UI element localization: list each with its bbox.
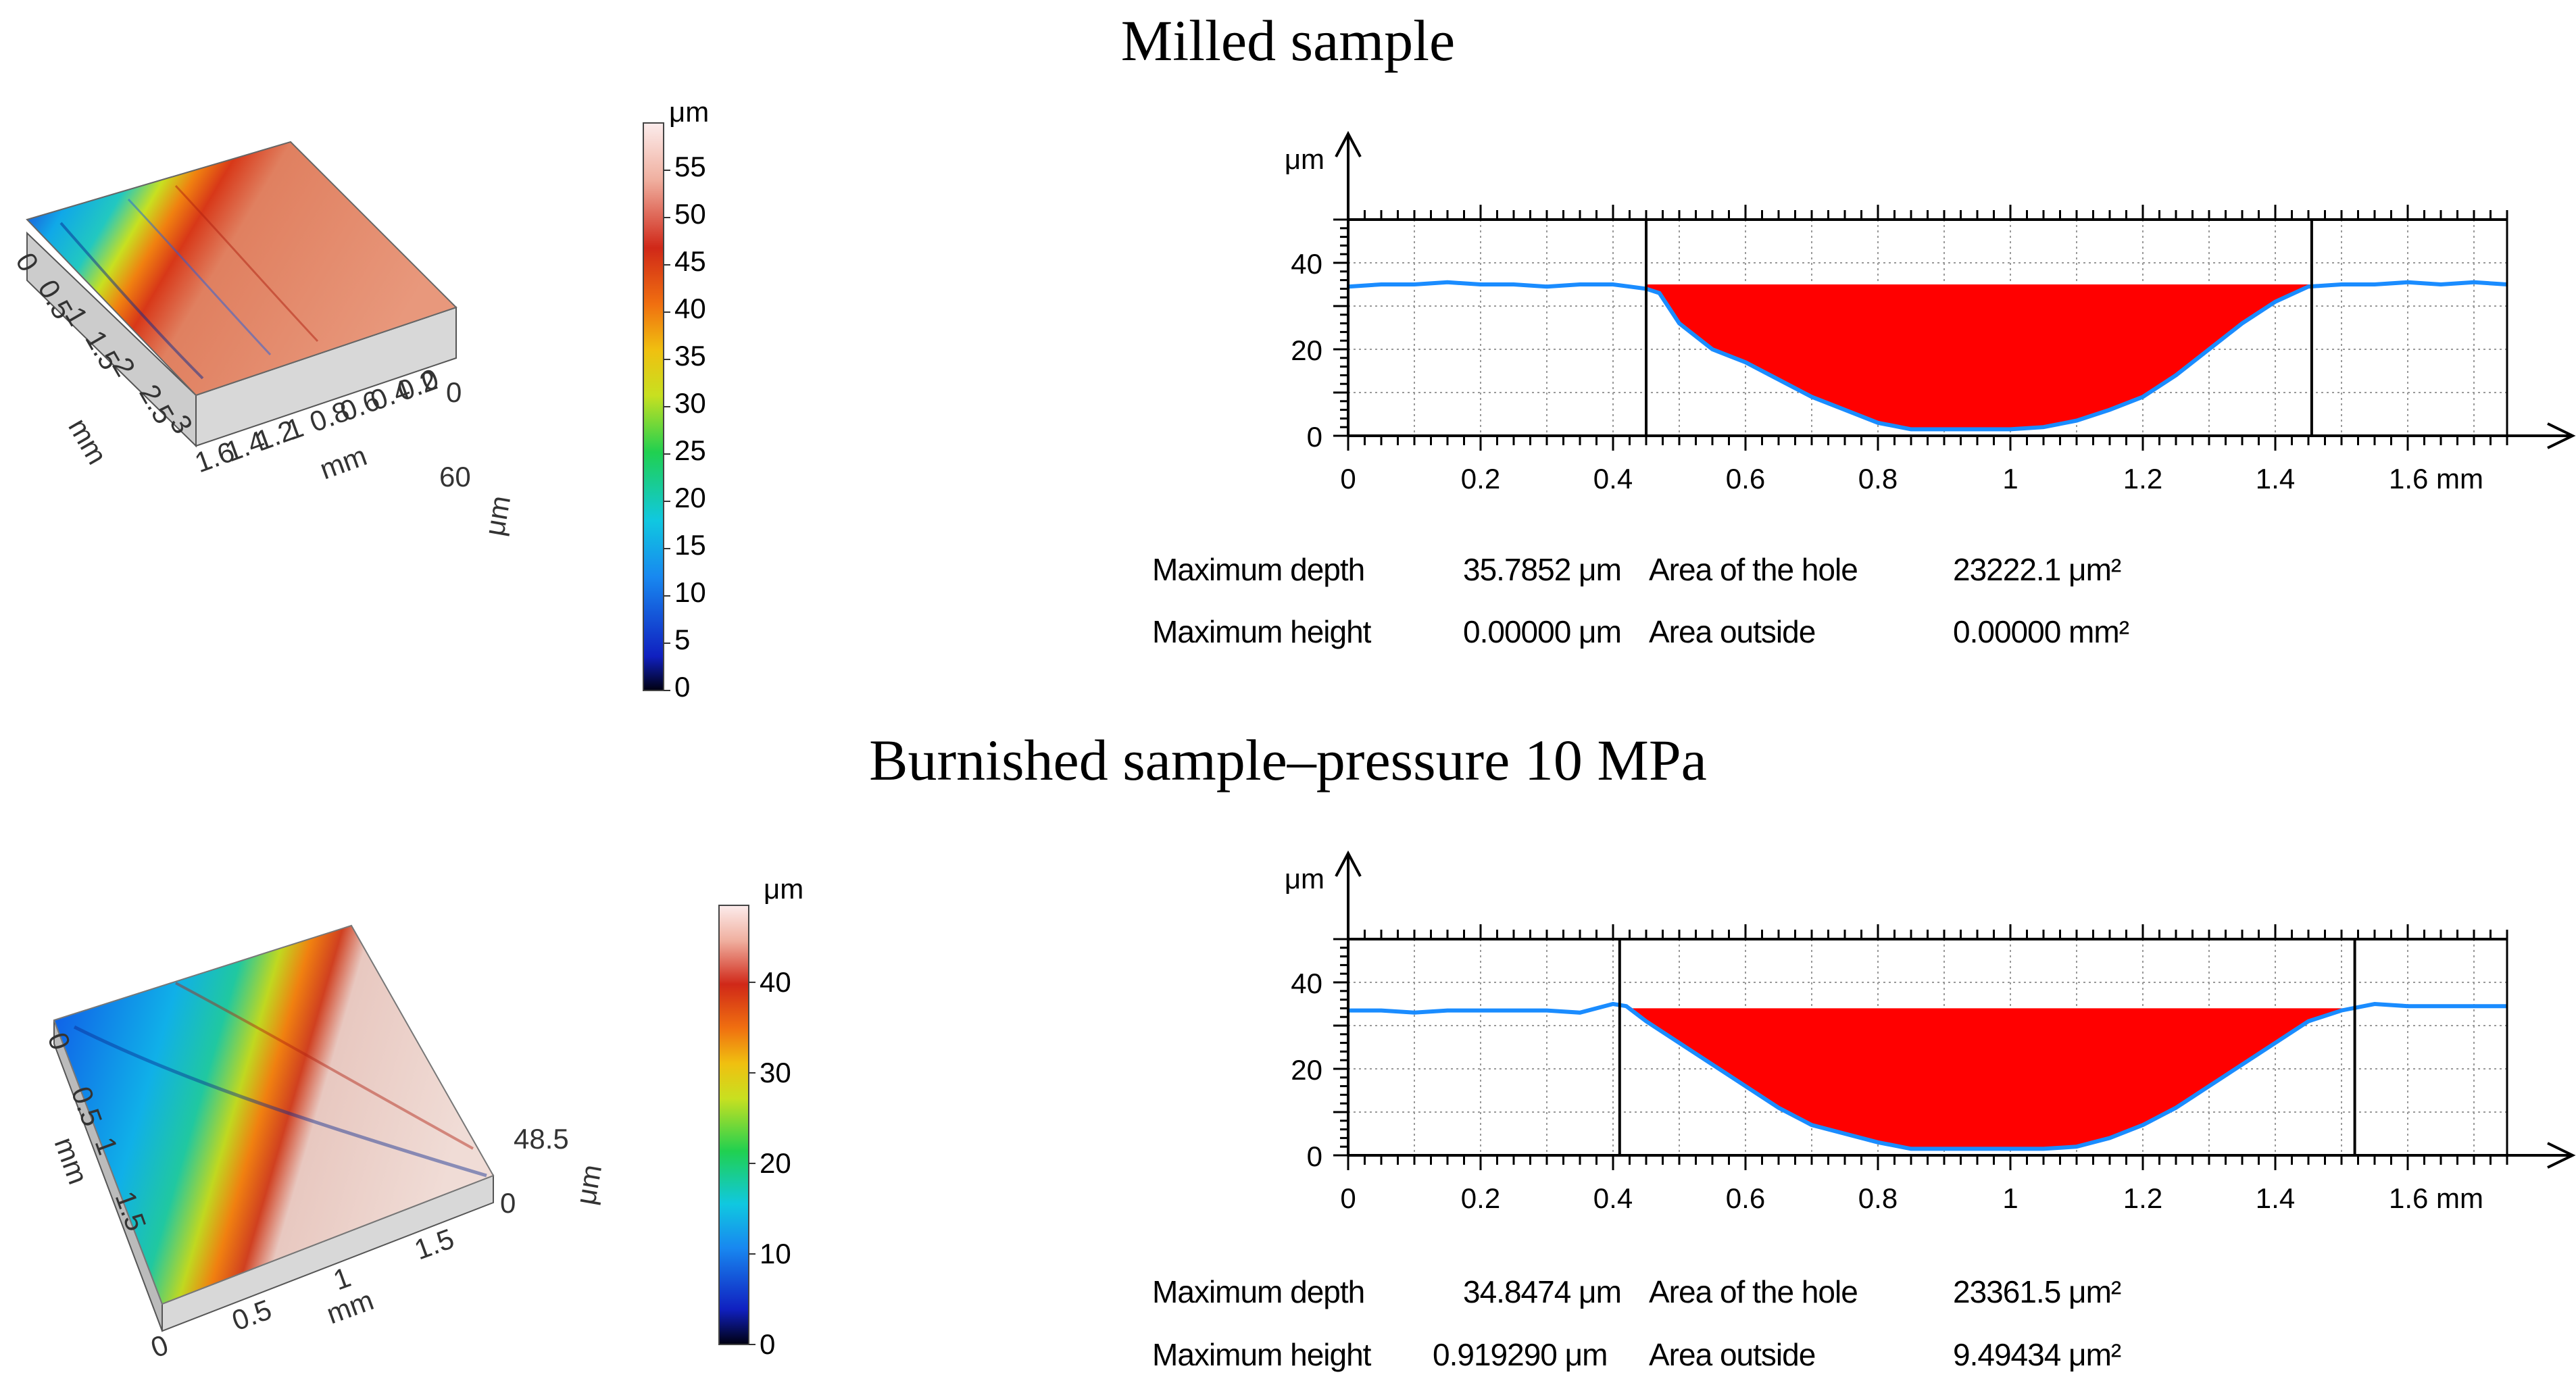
map1-height-unit: μm (478, 493, 517, 538)
measure-label: Maximum depth (1152, 552, 1365, 587)
y-tick-label: 0 (1307, 421, 1322, 453)
map1-height-zero: 0 (446, 376, 462, 408)
colorbar-tick-label: 30 (674, 387, 706, 419)
map2-y-unit: mm (49, 1133, 95, 1188)
colorbar-tick-label: 50 (674, 198, 706, 230)
map-streak (73, 1025, 487, 1178)
profile-line (1347, 280, 2508, 432)
x-tick-label: 0.2 (1461, 463, 1500, 495)
colorbar-tick-label: 20 (674, 482, 706, 513)
x-axis-arrow (2547, 422, 2576, 449)
colorbar-tick-label: 25 (674, 434, 706, 466)
x-tick-label: 1.6 mm (2389, 1182, 2483, 1214)
map2-height-zero: 0 (500, 1187, 516, 1219)
colorbar-tick-label: 45 (674, 245, 706, 277)
x-tick-label: 0.4 (1593, 1182, 1633, 1214)
x-axis-arrow (2547, 1142, 2576, 1169)
map2-x-tick: 0 (147, 1328, 172, 1363)
map-surface (53, 924, 495, 1305)
profile-chart-milled: 0 20 40 0 0.2 0.4 0.6 0.8 1 1.2 1.4 1.6 mm μm (1285, 130, 2576, 495)
map1-height-max: 60 (439, 461, 471, 493)
x-tick-label: 0.6 (1726, 463, 1765, 495)
surface-3d-map-milled: 0 0.5 1 1.5 2 2.5 3 mm 1.6 1.4 1.2 1 0.8… (9, 141, 517, 538)
colorbar-tick-label: 35 (674, 340, 706, 372)
measure-label: Maximum height (1152, 614, 1371, 649)
x-tick-label: 1.6 mm (2389, 463, 2483, 495)
map2-height-max: 48.5 (514, 1123, 569, 1155)
map-streak (175, 982, 474, 1150)
measure-value: 0.00000 μm (1463, 614, 1622, 649)
y-axis-unit: μm (1285, 863, 1324, 895)
measure-value: 23222.1 μm² (1953, 552, 2121, 587)
measure-label: Maximum height (1152, 1337, 1371, 1372)
colorbar-tick-label: 20 (760, 1147, 791, 1179)
x-tick-label: 0.4 (1593, 463, 1633, 495)
section-title-burnished: Burnished sample–pressure 10 MPa (869, 728, 1707, 793)
map1-y-unit: mm (62, 413, 114, 470)
y-tick-label: 20 (1291, 1054, 1322, 1086)
colorbar-tick-label: 5 (674, 624, 690, 655)
map-streak (59, 222, 204, 380)
measure-label: Area outside (1649, 1337, 1816, 1372)
colorbar-tick-label: 15 (674, 529, 706, 561)
section-title-milled: Milled sample (1120, 8, 1456, 73)
x-tick-label: 1.2 (2123, 463, 2162, 495)
measure-label: Area outside (1649, 614, 1816, 649)
map-streak (174, 184, 319, 343)
x-tick-label: 1.2 (2123, 1182, 2162, 1214)
colorbar-tick-label: 0 (674, 671, 690, 703)
colorbar-unit: μm (764, 873, 803, 905)
y-tick-label: 0 (1307, 1140, 1322, 1172)
colorbar-tick-label: 0 (760, 1328, 775, 1360)
x-tick-label: 0.6 (1726, 1182, 1765, 1214)
x-tick-label: 1 (2002, 1182, 2018, 1214)
colorbar-burnished: 0 10 20 30 40 μm (718, 873, 803, 1360)
x-tick-label: 1.4 (2256, 1182, 2295, 1214)
measure-value: 23361.5 μm² (1953, 1274, 2121, 1309)
colorbar-tick-label: 40 (674, 293, 706, 324)
x-tick-label: 1 (2002, 463, 2018, 495)
colorbar-gradient (718, 905, 749, 1345)
x-tick-label: 0.8 (1858, 1182, 1898, 1214)
x-tick-label: 0.8 (1858, 463, 1898, 495)
y-tick-label: 40 (1291, 248, 1322, 280)
measure-value: 35.7852 μm (1463, 552, 1622, 587)
x-tick-label: 0.2 (1461, 1182, 1500, 1214)
map1-x-unit: mm (316, 439, 371, 485)
colorbar-milled: 0 5 10 15 20 25 30 35 40 45 50 55 μm (643, 96, 709, 703)
map-streak (127, 198, 272, 356)
y-axis-arrow (1335, 850, 1362, 877)
colorbar-tick-label: 30 (760, 1057, 791, 1088)
hole-area-fill (1619, 1008, 2355, 1149)
y-tick-label: 40 (1291, 967, 1322, 999)
y-axis-arrow (1335, 130, 1362, 157)
colorbar-tick-label: 10 (674, 576, 706, 608)
measure-value: 0.919290 μm (1433, 1337, 1608, 1372)
measure-value: 34.8474 μm (1463, 1274, 1622, 1309)
map2-height-unit: μm (570, 1162, 608, 1207)
y-tick-label: 20 (1291, 334, 1322, 366)
x-tick-label: 0 (1340, 1182, 1356, 1214)
y-axis-unit: μm (1285, 143, 1324, 175)
profile-line (1348, 1001, 2507, 1151)
measure-value: 9.49434 μm² (1953, 1337, 2121, 1372)
colorbar-tick-label: 55 (674, 151, 706, 182)
x-tick-label: 0 (1340, 463, 1356, 495)
measure-label: Area of the hole (1649, 1274, 1858, 1309)
colorbar-tick-label: 10 (760, 1238, 791, 1269)
colorbar-unit: μm (669, 96, 709, 128)
colorbar-tick-label: 40 (760, 966, 791, 998)
hole-area-fill (1646, 284, 2312, 430)
measure-label: Maximum depth (1152, 1274, 1365, 1309)
measure-label: Area of the hole (1649, 552, 1858, 587)
map2-x-unit: mm (322, 1284, 378, 1330)
colorbar-gradient (643, 122, 664, 691)
x-tick-label: 1.4 (2256, 463, 2295, 495)
profile-chart-burnished: 0 20 40 0 0.2 0.4 0.6 0.8 1 1.2 1.4 1.6 mm μm (1285, 850, 2576, 1214)
surface-3d-map-burnished: 0 0.5 1 1.5 mm 0 0.5 1 1.5 mm 48.5 0 μm (42, 924, 608, 1363)
measure-value: 0.00000 mm² (1953, 614, 2129, 649)
